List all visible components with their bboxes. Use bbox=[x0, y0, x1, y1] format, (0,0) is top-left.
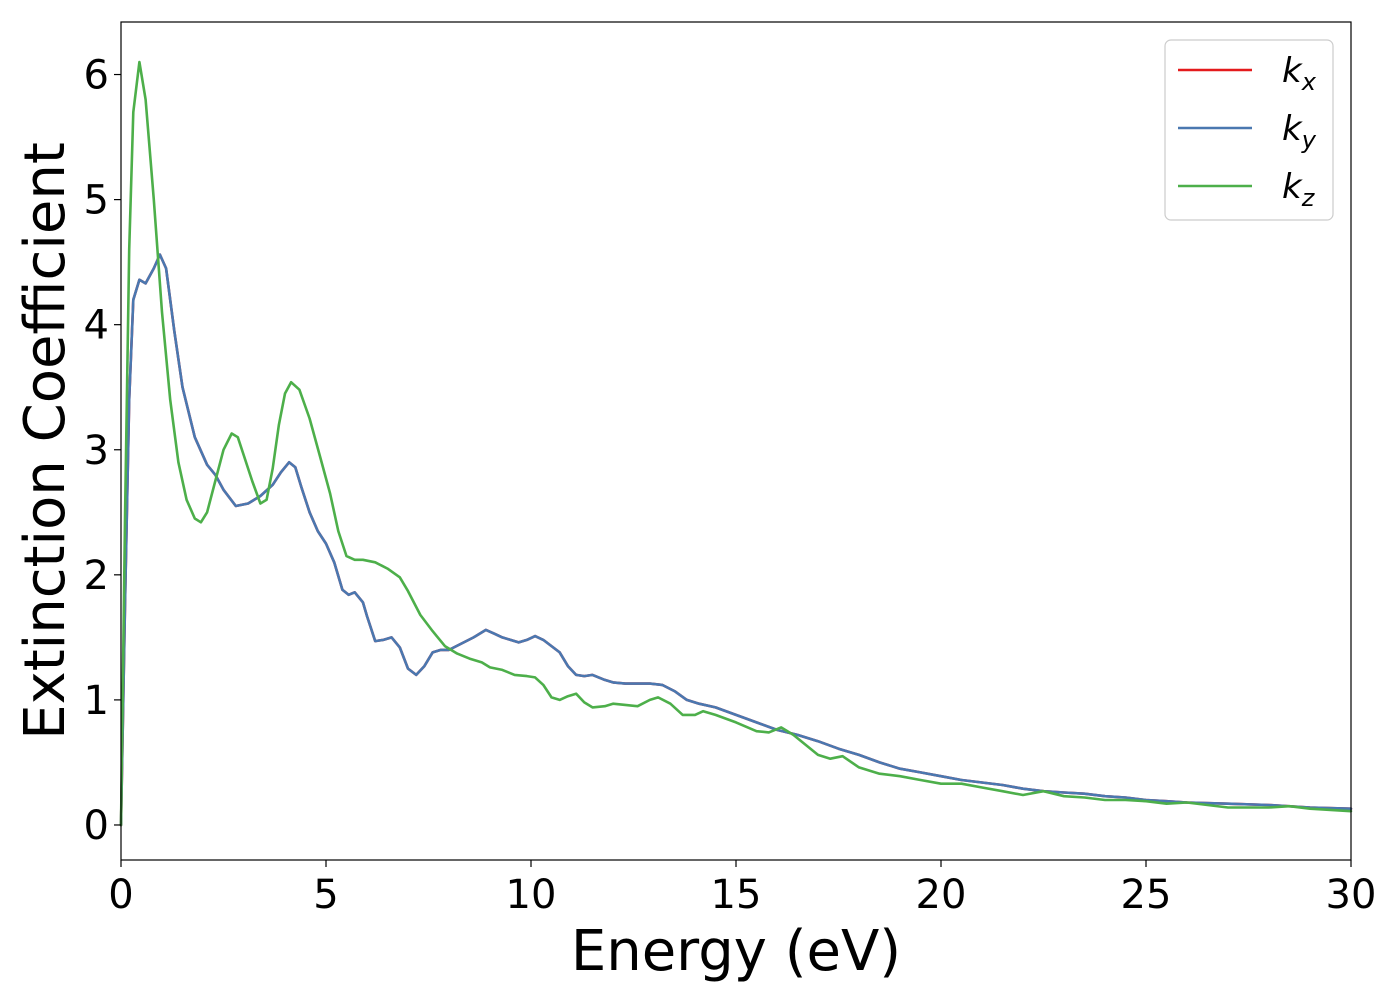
y-axis-ticks: 0 1 2 3 4 5 6 bbox=[84, 53, 121, 849]
y-tick-label: 1 bbox=[84, 678, 109, 724]
x-tick-label: 30 bbox=[1326, 872, 1377, 918]
x-axis-title: Energy (eV) bbox=[571, 919, 901, 984]
legend-label-kz: kz bbox=[1282, 167, 1316, 212]
x-tick-label: 25 bbox=[1121, 872, 1172, 918]
y-tick-label: 0 bbox=[84, 803, 109, 849]
legend-label-ky: ky bbox=[1282, 109, 1317, 154]
y-tick-label: 6 bbox=[84, 53, 109, 99]
y-axis-title: Extinction Coefficient bbox=[13, 142, 78, 740]
y-tick-label: 3 bbox=[84, 428, 109, 474]
legend-label-main: k bbox=[1282, 51, 1303, 91]
legend-label-subscript: x bbox=[1301, 68, 1317, 96]
y-tick-label: 2 bbox=[84, 553, 109, 599]
x-tick-label: 20 bbox=[916, 872, 967, 918]
legend-label-kx: kx bbox=[1282, 51, 1317, 96]
x-tick-label: 0 bbox=[108, 872, 133, 918]
x-tick-label: 15 bbox=[711, 872, 762, 918]
legend-label-subscript: z bbox=[1301, 184, 1316, 212]
y-tick-label: 5 bbox=[84, 178, 109, 224]
series-line-ky bbox=[119, 253, 1353, 827]
x-tick-label: 5 bbox=[313, 872, 338, 918]
y-tick-label: 4 bbox=[84, 303, 109, 349]
series-line-kz bbox=[119, 60, 1353, 827]
x-tick-label: 10 bbox=[506, 872, 557, 918]
legend-label-subscript: y bbox=[1301, 126, 1317, 154]
x-axis-ticks: 0 5 10 15 20 25 30 bbox=[108, 860, 1376, 918]
legend-label-main: k bbox=[1282, 167, 1303, 207]
legend-box bbox=[1164, 39, 1334, 221]
plot-lines bbox=[119, 60, 1353, 827]
legend-label-main: k bbox=[1282, 109, 1303, 149]
